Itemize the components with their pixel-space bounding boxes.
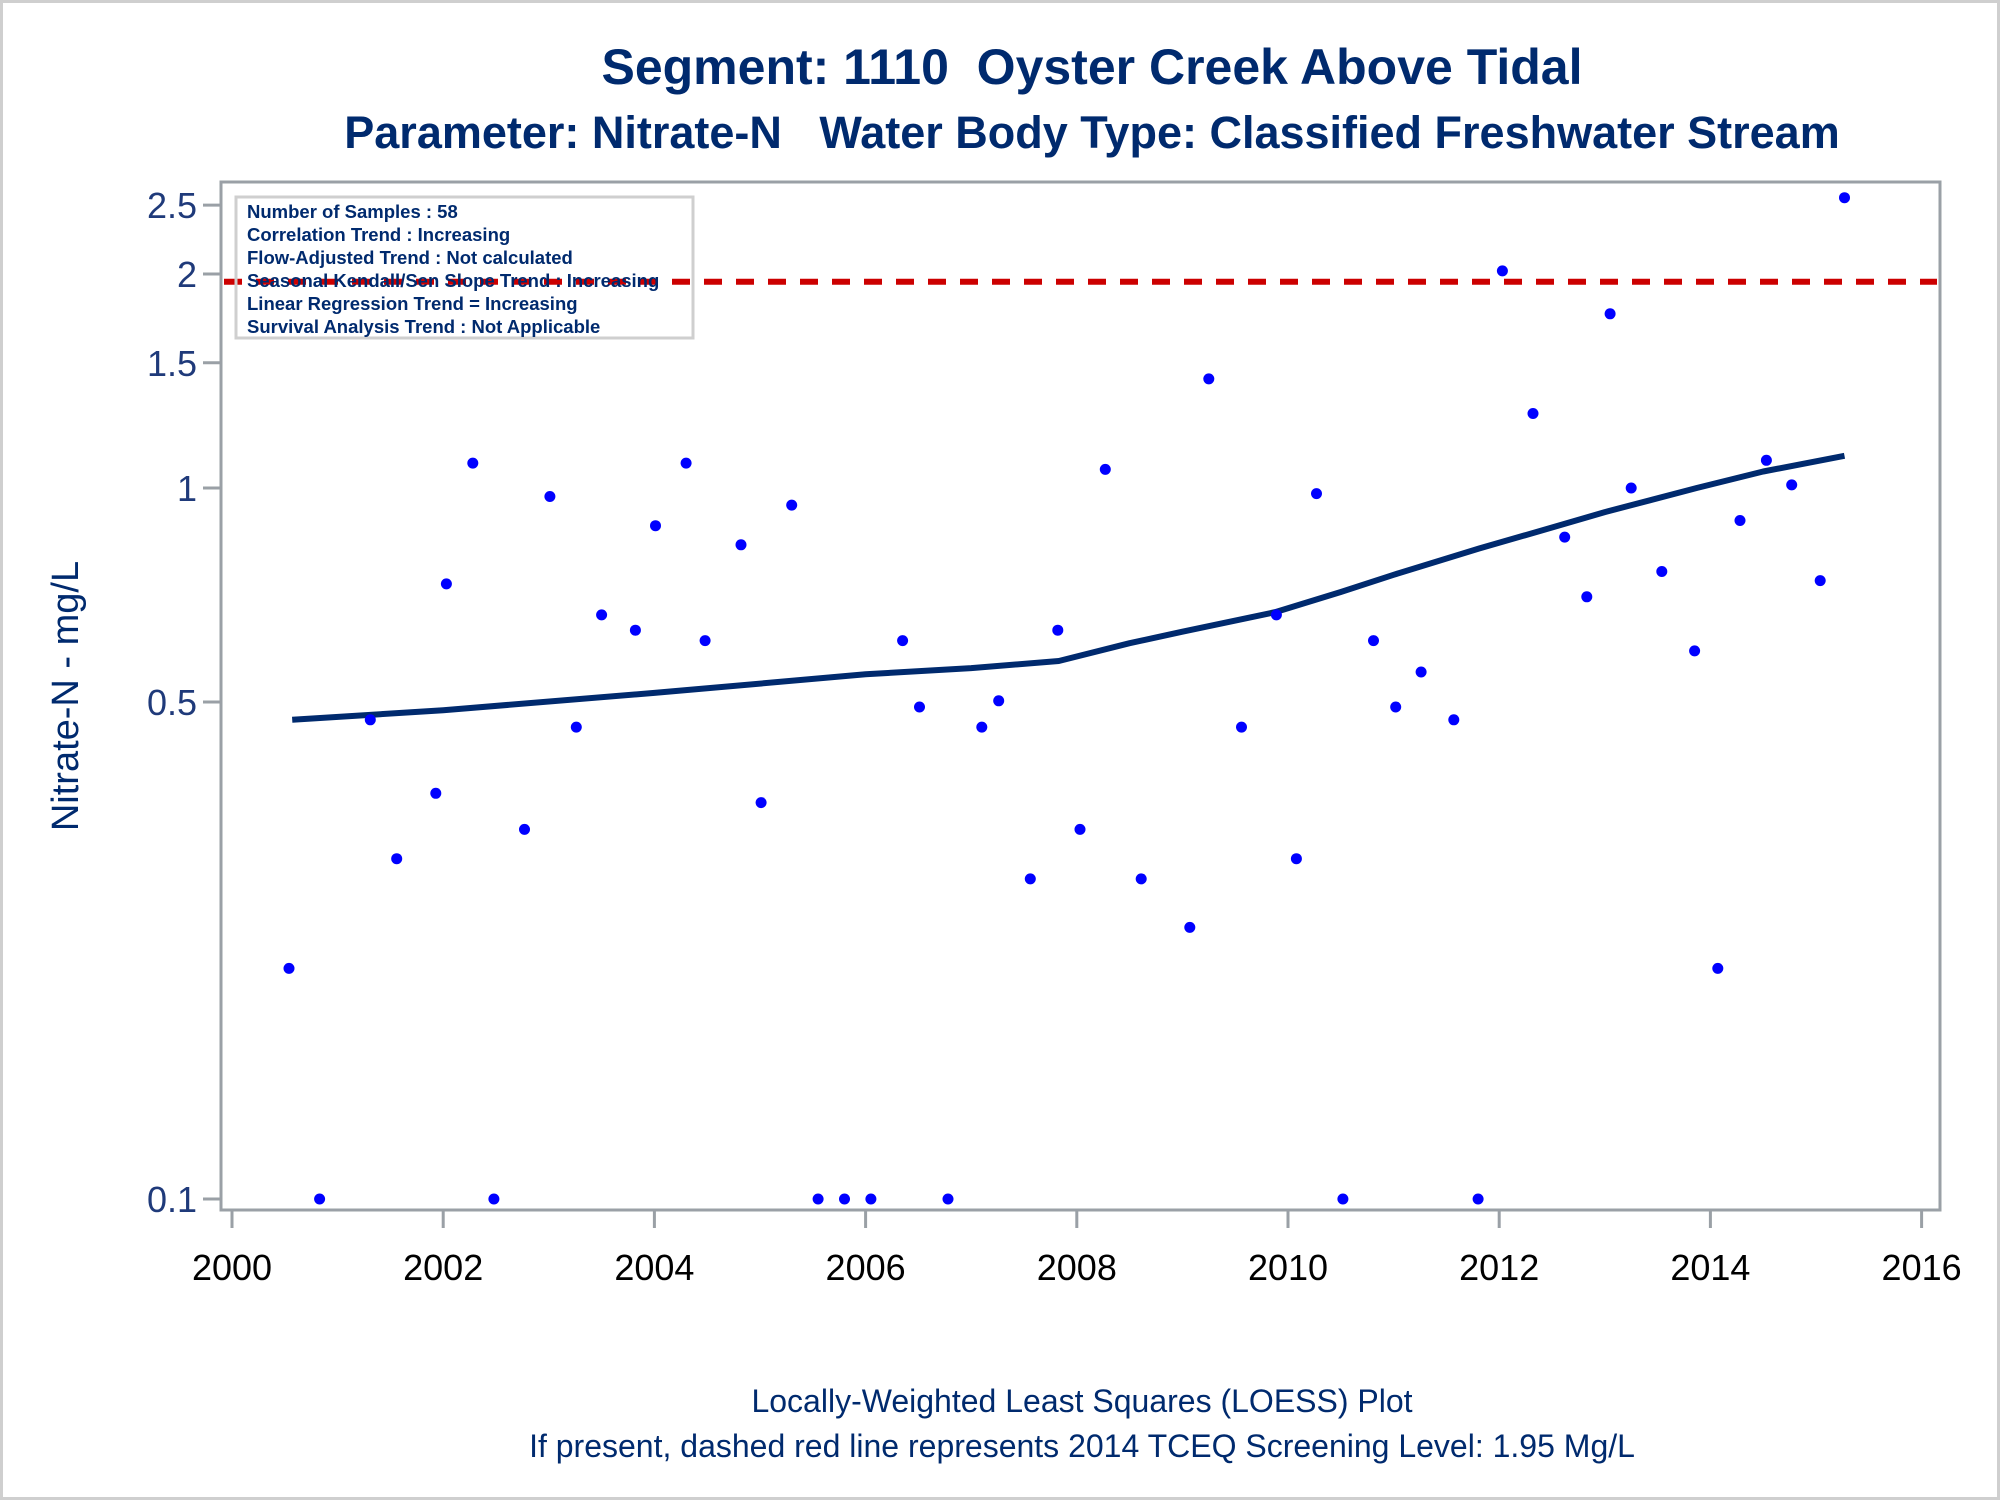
- data-point: [1236, 721, 1247, 733]
- chart-title: Segment: 1110 Oyster Creek Above Tidal: [601, 39, 1582, 95]
- data-point: [942, 1193, 954, 1205]
- data-point: [1024, 873, 1036, 885]
- data-point: [993, 695, 1005, 707]
- info-line-flow-adjusted: Flow-Adjusted Trend : Not calculated: [247, 247, 573, 268]
- data-point: [1496, 265, 1508, 277]
- data-point: [1734, 515, 1746, 526]
- data-point: [1712, 962, 1724, 974]
- data-point: [314, 1193, 326, 1205]
- x-tick-label: 2006: [826, 1247, 906, 1288]
- data-point: [1559, 531, 1571, 543]
- data-point: [544, 491, 556, 502]
- data-point: [1527, 408, 1539, 419]
- y-axis-label: Nitrate-N - mg/L: [45, 561, 87, 831]
- data-point: [1839, 192, 1850, 204]
- x-axis: 2000 2002 2004 2006 2008 2010 2012 2014 2016: [192, 1210, 1962, 1288]
- y-tick-label: 0.5: [147, 682, 197, 723]
- data-point: [914, 701, 925, 713]
- y-axis: 0.1 0.5 1 1.5 2 2.5: [147, 185, 221, 1220]
- x-tick-label: 2008: [1037, 1247, 1117, 1288]
- data-point: [1290, 853, 1302, 865]
- data-point: [1581, 591, 1593, 603]
- data-point: [1184, 921, 1196, 933]
- data-point: [1390, 701, 1402, 713]
- data-point: [440, 578, 452, 590]
- info-line-survival: Survival Analysis Trend : Not Applicable: [247, 316, 600, 337]
- sample-points: [283, 192, 1850, 1205]
- data-point: [1337, 1193, 1349, 1205]
- data-point: [1472, 1193, 1484, 1205]
- x-tick-label: 2012: [1459, 1247, 1539, 1288]
- footer-line-2: If present, dashed red line represents 2…: [529, 1428, 1635, 1464]
- data-point: [1760, 454, 1772, 466]
- y-tick-label: 2.5: [147, 185, 197, 226]
- data-point: [1814, 575, 1826, 587]
- data-point: [364, 714, 376, 726]
- data-point: [1415, 666, 1427, 678]
- data-point: [1656, 566, 1668, 577]
- info-box-border: [234, 195, 695, 340]
- data-point: [699, 635, 711, 647]
- x-tick-label: 2004: [614, 1247, 694, 1288]
- plot-area: [219, 180, 1942, 1212]
- y-tick-label: 0.1: [147, 1179, 197, 1220]
- data-point: [596, 609, 608, 621]
- info-line-seasonal-kendall: Seasonal Kendall/Sen Slope Trend : Incre…: [247, 270, 659, 291]
- y-tick-label: 1.5: [147, 343, 197, 384]
- data-point: [519, 823, 530, 835]
- data-point: [650, 520, 661, 532]
- data-point: [488, 1193, 500, 1205]
- x-tick-label: 2000: [192, 1247, 272, 1288]
- chart-subtitle: Parameter: Nitrate-N Water Body Type: Cl…: [344, 107, 1839, 158]
- x-tick-label: 2010: [1248, 1247, 1328, 1288]
- x-tick-label: 2002: [403, 1247, 483, 1288]
- data-point: [812, 1193, 824, 1205]
- data-point: [391, 853, 403, 865]
- data-point: [897, 635, 909, 647]
- info-line-samples: Number of Samples : 58: [247, 201, 458, 222]
- data-point: [1099, 463, 1111, 475]
- data-point: [1270, 609, 1282, 621]
- data-point: [1448, 714, 1460, 726]
- y-tick-label: 2: [177, 254, 197, 295]
- data-point: [1604, 308, 1616, 320]
- data-point: [283, 962, 295, 974]
- data-point: [976, 721, 988, 733]
- data-point: [430, 787, 442, 799]
- loess-line: [292, 452, 1846, 723]
- data-point: [1203, 373, 1215, 385]
- footer-line-1: Locally-Weighted Least Squares (LOESS) P…: [751, 1383, 1412, 1419]
- y-tick-label: 1: [177, 468, 197, 509]
- data-point: [1786, 479, 1798, 491]
- x-tick-label: 2016: [1882, 1247, 1962, 1288]
- data-point: [1052, 624, 1064, 636]
- data-point: [680, 457, 692, 469]
- data-point: [1135, 873, 1147, 885]
- data-point: [1311, 488, 1322, 500]
- data-point: [839, 1193, 850, 1205]
- data-point: [865, 1193, 877, 1205]
- data-point: [1625, 482, 1637, 494]
- data-point: [467, 457, 479, 469]
- info-box: Number of Samples : 58 Correlation Trend…: [234, 195, 695, 340]
- data-point: [629, 624, 641, 636]
- data-point: [570, 721, 582, 733]
- data-point: [1689, 645, 1701, 657]
- data-point: [755, 797, 767, 809]
- x-tick-label: 2014: [1670, 1247, 1750, 1288]
- info-line-linear-regression: Linear Regression Trend = Increasing: [247, 293, 578, 314]
- data-point: [1368, 635, 1379, 647]
- data-point: [1074, 823, 1086, 835]
- data-point: [786, 499, 798, 511]
- data-point: [735, 539, 747, 551]
- info-line-correlation: Correlation Trend : Increasing: [247, 224, 510, 245]
